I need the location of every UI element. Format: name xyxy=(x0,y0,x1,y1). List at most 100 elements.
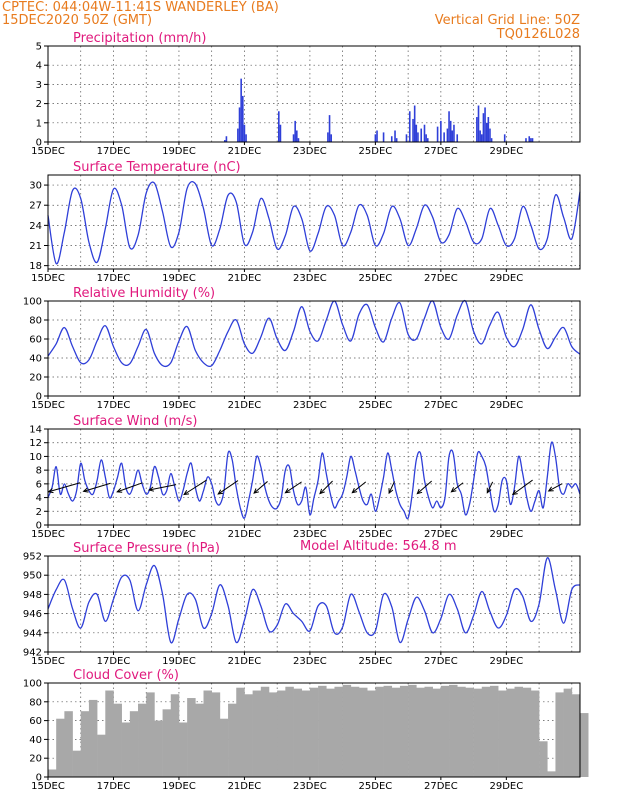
precip-bar xyxy=(225,136,228,142)
precip-bar xyxy=(394,130,396,142)
cloud-cover-bar xyxy=(424,686,433,777)
wind-vector xyxy=(511,479,533,496)
cloud-cover-bar xyxy=(252,690,262,777)
cloud-cover-bar xyxy=(48,769,57,777)
cloud-cover-bar xyxy=(440,685,450,777)
cloud-cover-bar xyxy=(268,692,278,777)
humidity-ytick-label: 20 xyxy=(29,373,42,384)
wind-vector-head xyxy=(284,488,291,494)
wind-xtick-label: 17DEC xyxy=(97,529,131,540)
humidity-frame xyxy=(47,300,581,397)
precip-bar xyxy=(440,120,442,142)
wind-vector-head xyxy=(547,486,554,492)
cloud-cover-bar xyxy=(449,684,458,777)
wind-vector-shaft xyxy=(217,480,239,495)
cloud-cover-ytick-label: 80 xyxy=(29,697,42,708)
cloud-cover-bar xyxy=(473,688,483,777)
cloud-cover-bar xyxy=(457,686,466,777)
model-altitude: Model Altitude: 564.8 m xyxy=(300,539,457,554)
precip-bar xyxy=(482,113,485,142)
precip-bar xyxy=(330,134,332,142)
cloud-cover-ytick-label: 60 xyxy=(29,716,42,727)
humidity-ytick-label: 0 xyxy=(36,392,42,403)
wind-vector-shaft xyxy=(148,484,177,491)
wind-vector-shaft xyxy=(285,481,302,494)
cloud-cover-bar xyxy=(236,687,245,777)
cloud-cover-bar xyxy=(228,703,237,777)
wind-vector xyxy=(82,482,111,493)
precip-bar xyxy=(390,136,393,142)
cloud-cover-bar xyxy=(244,694,253,777)
cloud-cover-bar xyxy=(138,703,147,777)
precip-bar xyxy=(408,111,411,142)
cloud-cover-bar xyxy=(211,692,221,777)
precip-bar xyxy=(531,138,534,142)
humidity-xtick-label: 19DEC xyxy=(162,400,196,411)
pressure-frame xyxy=(47,555,581,653)
precipitation-xtick-label: 23DEC xyxy=(293,146,327,157)
header-station: CPTEC: 044:04W-11:41S WANDERLEY (BA) xyxy=(2,0,279,15)
humidity-panel: 0 20 40 60 80 100 Relative Humidity (%) 15DEC 17… xyxy=(23,286,581,411)
cloud-cover-bar xyxy=(506,688,515,777)
wind-vector-shaft xyxy=(351,481,367,494)
cloud-cover-bar xyxy=(465,687,474,777)
pressure-ytick-label: 948 xyxy=(23,590,42,601)
wind-vector-shaft xyxy=(253,481,268,494)
temperature-panel: 18 21 24 27 30 Surface Temperature (nC) 15DEC 1… xyxy=(29,160,581,284)
precip-bar xyxy=(417,132,419,142)
wind-vector xyxy=(47,482,81,494)
wind-vector-head xyxy=(183,489,190,496)
cloud-cover-ytick-label: 100 xyxy=(23,679,42,690)
cloud-cover-bar xyxy=(383,685,393,777)
precip-bar xyxy=(243,124,246,142)
precip-bar xyxy=(237,128,239,142)
wind-vector xyxy=(183,479,207,496)
cloud-cover-bar xyxy=(277,690,286,777)
wind-vector-shaft xyxy=(486,481,494,493)
precip-bar xyxy=(443,132,445,142)
cloud-cover-bar xyxy=(391,687,401,777)
cloud-cover-xtick-label: 29DEC xyxy=(489,781,523,792)
pressure-series-line xyxy=(47,557,581,644)
cloud-cover-ytick-label: 40 xyxy=(29,735,42,746)
wind-xtick-label: 15DEC xyxy=(31,529,65,540)
cloud-cover-xtick-label: 19DEC xyxy=(162,781,196,792)
wind-vector-shaft xyxy=(48,482,81,493)
cloud-cover-title: Cloud Cover (%) xyxy=(73,668,179,683)
cloud-cover-bar xyxy=(80,711,90,777)
precip-bar xyxy=(412,118,414,142)
humidity-xtick-label: 21DEC xyxy=(228,400,262,411)
precip-bar xyxy=(530,138,532,142)
wind-vector xyxy=(416,480,433,495)
temperature-title: Surface Temperature (nC) xyxy=(73,160,241,175)
pressure-xtick-label: 17DEC xyxy=(97,656,131,667)
precipitation-ytick-label: 2 xyxy=(36,99,42,110)
cloud-cover-bar xyxy=(580,713,589,777)
precip-bar xyxy=(420,128,423,142)
cloud-cover-bar xyxy=(121,722,131,777)
precip-bar xyxy=(487,117,490,142)
cloud-cover-bar xyxy=(522,687,532,777)
precip-bar xyxy=(480,134,483,142)
wind-vector-shaft xyxy=(319,480,333,494)
wind-vector xyxy=(319,480,333,495)
wind-vector-head xyxy=(47,488,54,494)
precipitation-ytick-label: 3 xyxy=(36,80,42,91)
temperature-ytick-label: 24 xyxy=(29,221,42,232)
cloud-cover-xtick-label: 23DEC xyxy=(293,781,327,792)
cloud-cover-bar xyxy=(146,692,155,777)
wind-vector-shaft xyxy=(416,480,433,494)
precipitation-xtick-label: 25DEC xyxy=(359,146,393,157)
pressure-ytick-label: 942 xyxy=(23,648,42,659)
precip-bar xyxy=(436,126,439,142)
precip-bar xyxy=(425,134,427,142)
cloud-cover-bar xyxy=(359,687,368,777)
wind-vector-head xyxy=(319,488,325,495)
pressure-ytick-label: 952 xyxy=(23,552,42,563)
cloud-cover-bar xyxy=(129,711,139,777)
wind-vector xyxy=(284,481,302,494)
cloud-cover-bar xyxy=(219,718,229,777)
precip-bar xyxy=(294,120,296,142)
precip-bar xyxy=(413,105,416,142)
wind-vector xyxy=(351,481,367,494)
